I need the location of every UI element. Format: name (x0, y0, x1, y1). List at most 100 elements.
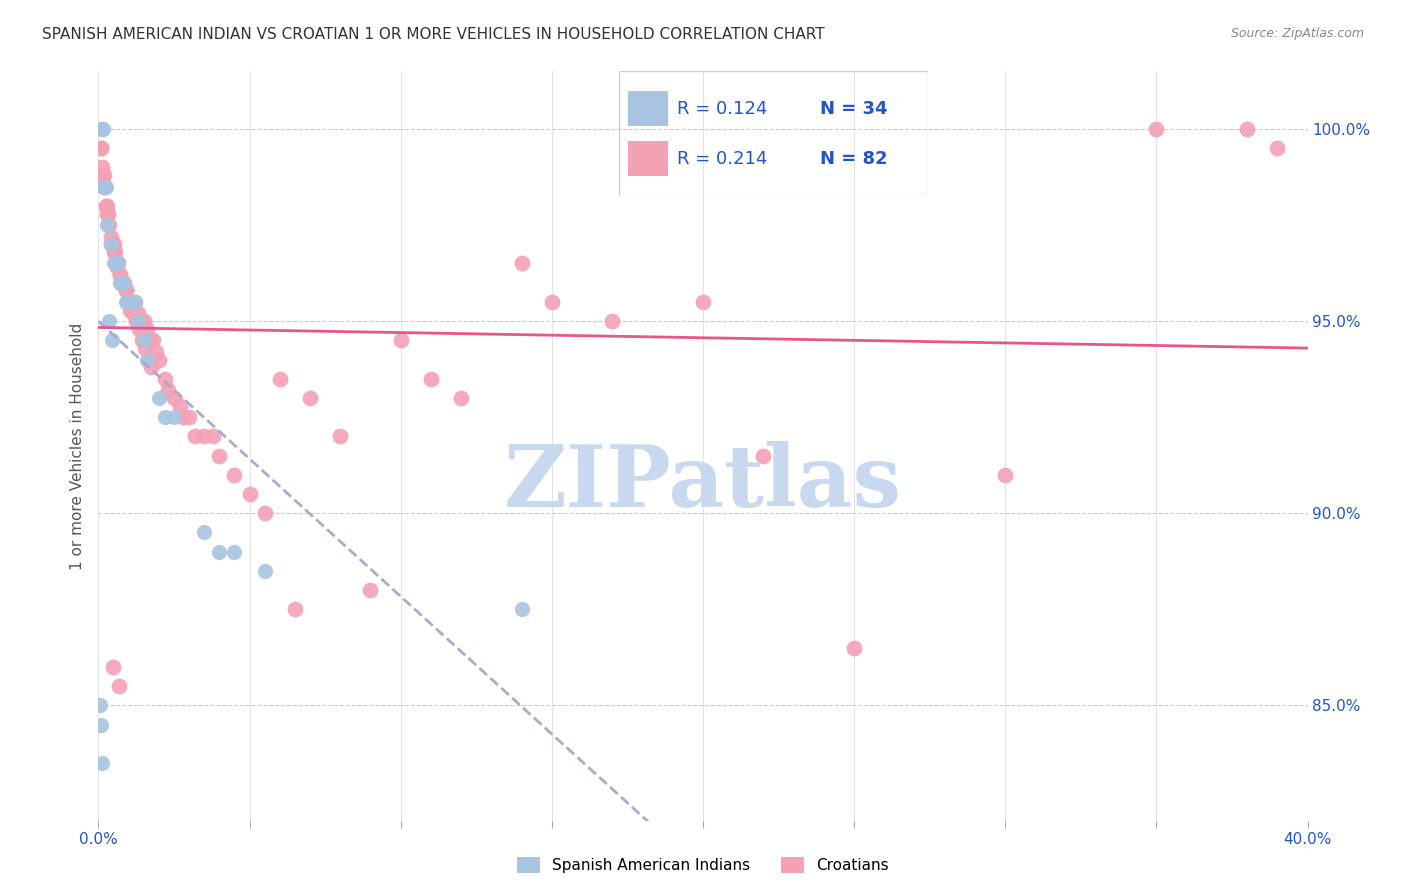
Point (112, 276, 135, 290)
Point (1146, 122, 1168, 136)
Point (104, 256, 127, 270)
Text: N = 82: N = 82 (820, 150, 887, 168)
Point (94, 199, 117, 213)
Point (105, 256, 128, 270)
Point (93, 179, 115, 194)
Point (110, 276, 132, 290)
Point (224, 544, 246, 558)
Point (329, 429, 352, 443)
Point (94, 179, 117, 194)
Text: SPANISH AMERICAN INDIAN VS CROATIAN 1 OR MORE VEHICLES IN HOUSEHOLD CORRELATION : SPANISH AMERICAN INDIAN VS CROATIAN 1 OR… (42, 27, 825, 42)
Point (135, 322, 157, 336)
Point (360, 583, 382, 598)
Point (132, 334, 155, 348)
Point (156, 384, 179, 398)
Point (105, 256, 128, 270)
Point (134, 341, 156, 355)
Point (131, 334, 153, 348)
Point (1236, 122, 1258, 136)
Point (121, 294, 143, 309)
Point (94, 179, 117, 194)
Point (540, 294, 562, 309)
Point (128, 322, 150, 336)
Text: R = 0.124: R = 0.124 (678, 100, 768, 118)
Point (602, 314, 624, 328)
Point (208, 449, 231, 463)
Point (118, 294, 141, 309)
Point (120, 302, 142, 317)
Point (114, 284, 136, 298)
Point (127, 314, 149, 328)
Point (100, 237, 122, 252)
Point (224, 467, 246, 482)
Point (108, 679, 131, 693)
Point (98, 218, 121, 232)
Point (91, 168, 114, 182)
Point (169, 399, 191, 413)
Point (148, 391, 170, 405)
Point (107, 256, 129, 270)
Point (132, 314, 155, 328)
Point (124, 294, 146, 309)
Point (253, 564, 276, 578)
Point (90, 141, 112, 155)
Y-axis label: 1 or more Vehicles in Household: 1 or more Vehicles in Household (69, 322, 84, 570)
Point (121, 294, 143, 309)
Point (420, 372, 443, 386)
Point (184, 429, 207, 443)
Point (96, 199, 118, 213)
Point (122, 294, 145, 309)
Point (112, 276, 135, 290)
Point (153, 372, 176, 386)
Point (96, 218, 118, 232)
Point (284, 602, 307, 616)
Point (208, 544, 231, 558)
Text: R = 0.214: R = 0.214 (678, 150, 768, 168)
Point (111, 276, 134, 290)
Point (91, 161, 114, 175)
Point (127, 306, 149, 320)
Point (179, 410, 201, 425)
Point (90, 141, 112, 155)
Point (253, 506, 276, 520)
Point (145, 344, 167, 359)
Point (96, 206, 118, 220)
Point (90, 122, 112, 136)
Point (141, 360, 163, 375)
Point (142, 334, 165, 348)
Point (97, 206, 120, 220)
Point (93, 168, 115, 182)
Text: ZIPatlas: ZIPatlas (503, 442, 903, 525)
Point (994, 467, 1017, 482)
Point (193, 429, 215, 443)
Point (692, 294, 714, 309)
Point (105, 260, 128, 275)
Point (101, 237, 124, 252)
Point (111, 276, 134, 290)
Text: Source: ZipAtlas.com: Source: ZipAtlas.com (1230, 27, 1364, 40)
Point (103, 237, 125, 252)
Point (118, 294, 141, 309)
Point (122, 306, 145, 320)
Point (115, 294, 138, 309)
Point (135, 352, 157, 367)
Point (1267, 141, 1289, 155)
Point (148, 352, 170, 367)
Point (510, 256, 533, 270)
Point (114, 294, 136, 309)
Point (239, 487, 262, 501)
Point (510, 602, 533, 616)
Bar (628, 141, 668, 177)
Point (100, 229, 122, 244)
Point (202, 429, 225, 443)
Point (108, 268, 131, 282)
Bar (628, 91, 668, 127)
Point (125, 314, 148, 328)
Point (844, 640, 866, 655)
Point (91, 122, 114, 136)
Point (107, 256, 129, 270)
Point (108, 268, 131, 282)
Point (98, 314, 121, 328)
Point (104, 244, 127, 259)
Point (101, 334, 124, 348)
